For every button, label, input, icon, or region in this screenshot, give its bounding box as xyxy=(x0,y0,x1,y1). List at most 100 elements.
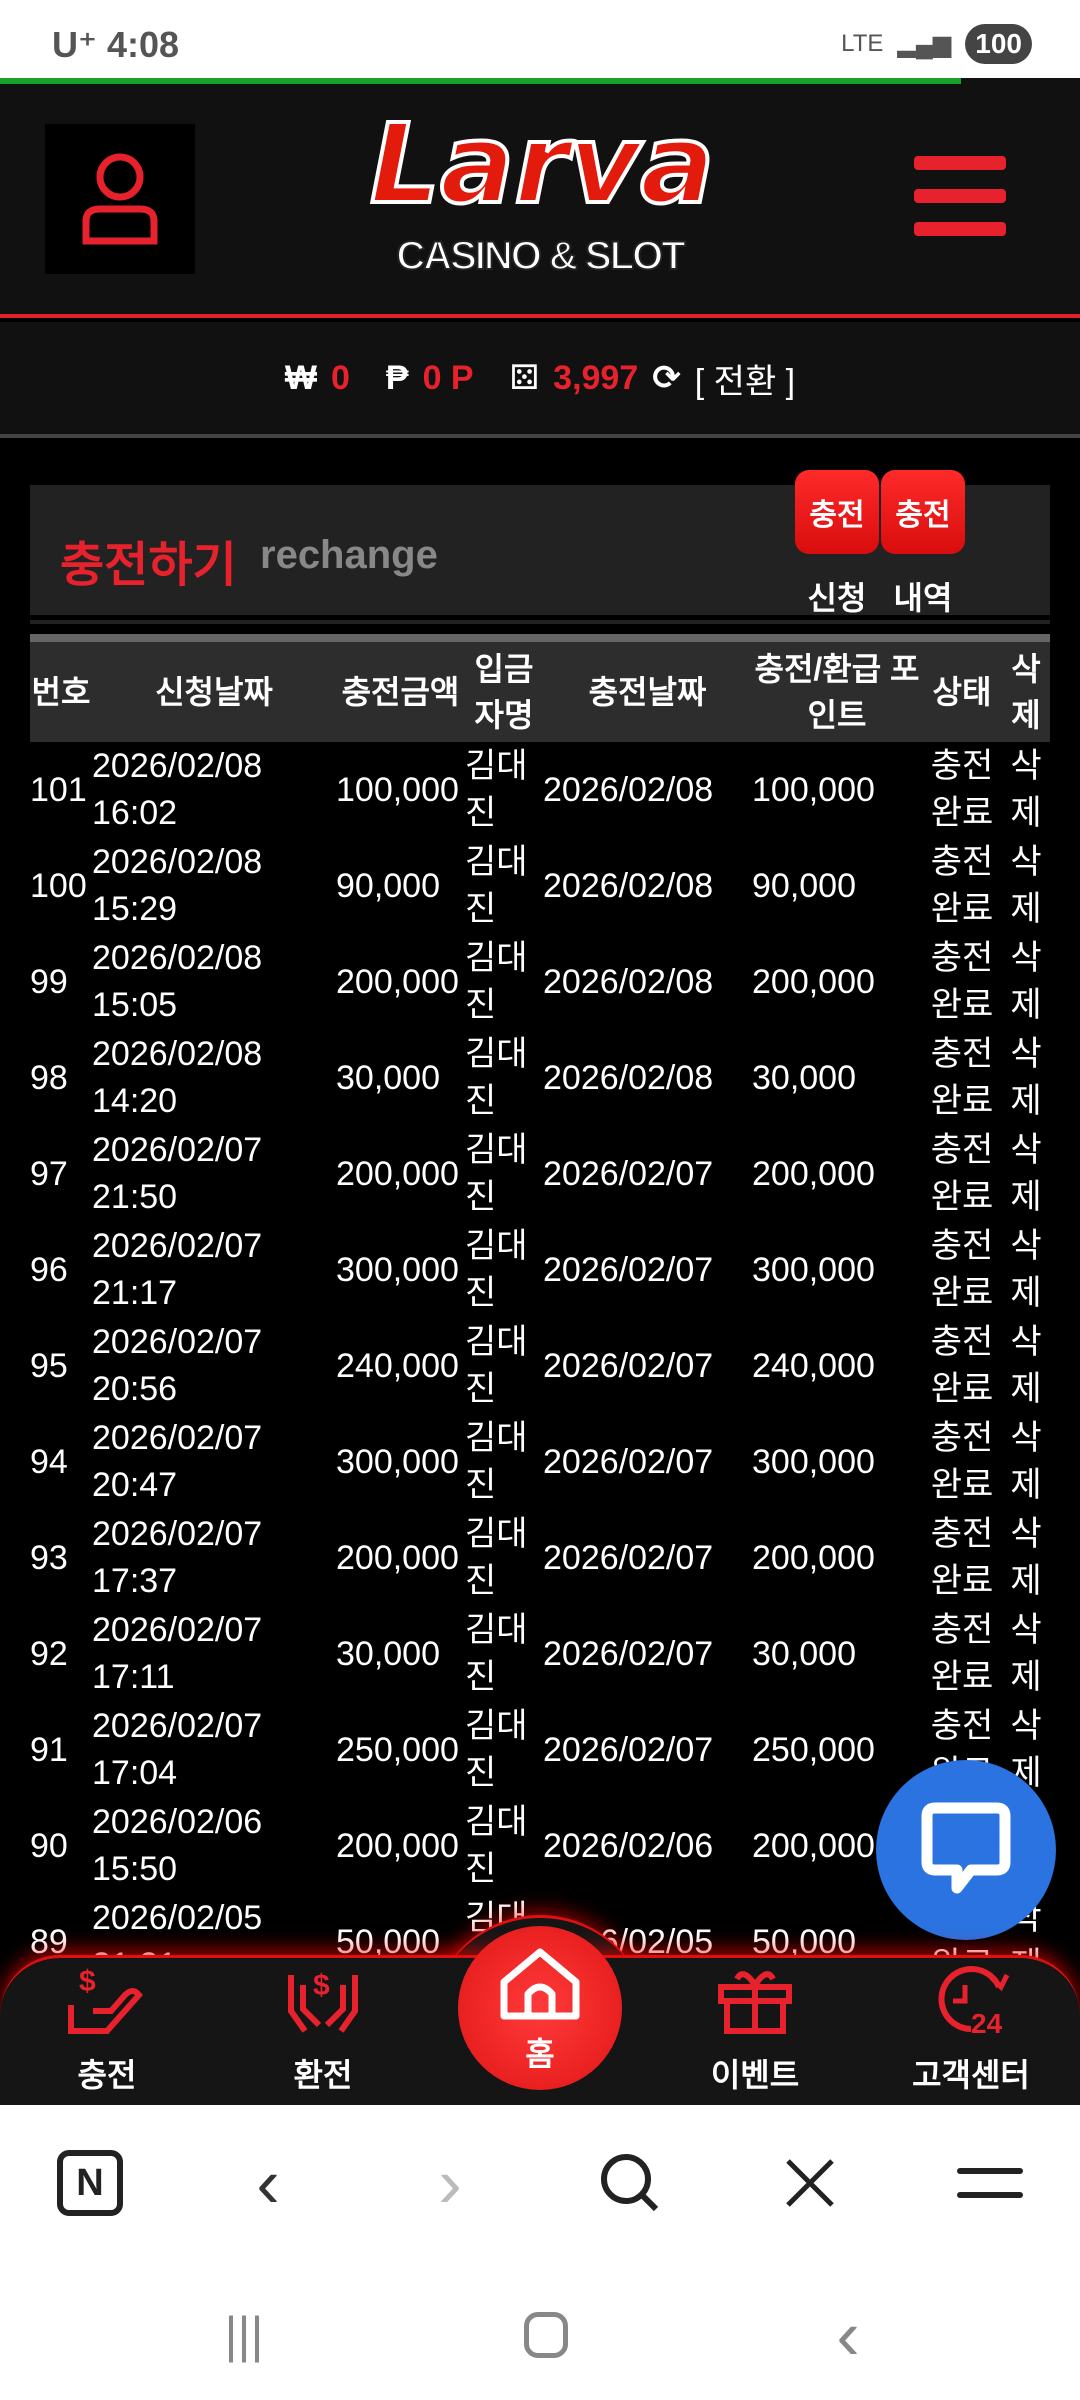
status-bar: U⁺ 4:08 LTE ▂▄▆ 100 xyxy=(0,0,1080,78)
recent-apps-icon[interactable]: ||| xyxy=(224,2307,264,2363)
page-load-progress xyxy=(0,78,1080,84)
table-row: 95 2026/02/07 20:56 240,000 김대진 2026/02/07 24… xyxy=(30,1318,1050,1414)
col-amount-header: 충전금액 xyxy=(341,674,460,710)
nav-event-label: 이벤트 xyxy=(710,2057,800,2093)
col-request-date-cell: 2026/02/07 21:50 xyxy=(92,1131,263,1216)
col-request-date-cell: 2026/02/07 17:11 xyxy=(92,1611,263,1696)
dice-icon: ⚄ xyxy=(509,359,540,397)
col-points-cell: 200,000 xyxy=(752,1154,875,1193)
col-points-cell: 200,000 xyxy=(752,1826,875,1865)
col-charge-date-cell: 2026/02/07 xyxy=(543,1250,714,1289)
col-number-cell: 90 xyxy=(30,1826,68,1865)
naver-home-icon[interactable]: N xyxy=(50,2143,130,2223)
col-points-cell: 100,000 xyxy=(752,770,875,809)
col-number-cell: 93 xyxy=(30,1538,68,1577)
col-request-date-header: 신청날짜 xyxy=(155,674,273,710)
col-points-cell: 200,000 xyxy=(752,1538,875,1577)
col-points-cell: 250,000 xyxy=(752,1730,875,1769)
col-amount-cell: 50,000 xyxy=(336,1922,440,1961)
nav-home[interactable]: 홈 xyxy=(458,1926,622,2090)
progress-fill xyxy=(0,78,962,84)
col-delete-cell[interactable]: 삭제 xyxy=(1010,1035,1042,1120)
balance-bar: ₩ 0 ₱ 0 P ⚄ 3,997 ⟳ [ 전환 ] xyxy=(0,322,1080,438)
col-depositor-cell: 김대진 xyxy=(465,1707,528,1792)
col-delete-header: 삭제 xyxy=(1011,651,1041,733)
col-delete-cell[interactable]: 삭제 xyxy=(1010,1515,1042,1600)
col-charge-date-cell: 2026/02/07 xyxy=(543,1538,714,1577)
system-home-icon[interactable] xyxy=(506,2295,586,2375)
col-request-date-cell: 2026/02/07 17:37 xyxy=(92,1515,263,1600)
menu-icon[interactable] xyxy=(950,2143,1030,2223)
nav-exchange[interactable]: $ 환전 xyxy=(248,1965,398,2096)
col-status-cell: 충전완료 xyxy=(930,939,994,1024)
nav-charge[interactable]: $ 충전 xyxy=(32,1965,182,2096)
col-amount-cell: 240,000 xyxy=(336,1346,459,1385)
charge-history-label[interactable]: 내역 xyxy=(893,580,953,616)
col-points-cell: 90,000 xyxy=(752,866,856,905)
col-delete-cell[interactable]: 삭제 xyxy=(1010,747,1042,832)
col-number-cell: 97 xyxy=(30,1154,68,1193)
charge-apply-button[interactable]: 충전 xyxy=(795,470,879,554)
logo-text: Larva xyxy=(368,98,717,230)
charge-history-table: 번호 신청날짜 충전금액 입금자명 충전날짜 충전/환급 포인트 상태 삭제 101 2026/… xyxy=(30,634,1050,1990)
col-request-date-cell: 2026/02/08 15:05 xyxy=(92,939,263,1024)
nav-support[interactable]: 24 고객센터 xyxy=(896,1965,1046,2096)
col-amount-cell: 200,000 xyxy=(336,962,459,1001)
col-delete-cell[interactable]: 삭제 xyxy=(1010,939,1042,1024)
user-icon xyxy=(82,153,158,245)
col-points-cell: 30,000 xyxy=(752,1634,856,1673)
divider xyxy=(30,620,1050,624)
table-row: 93 2026/02/07 17:37 200,000 김대진 2026/02/07 20… xyxy=(30,1510,1050,1606)
signal-icon: ▂▄▆ xyxy=(897,30,952,58)
col-status-header: 상태 xyxy=(932,674,992,710)
convert-button[interactable]: [ 전환 ] xyxy=(694,362,796,401)
nav-home-label: 홈 xyxy=(525,2036,555,2072)
close-icon[interactable] xyxy=(770,2143,850,2223)
col-points-cell: 300,000 xyxy=(752,1442,875,1481)
col-delete-cell[interactable]: 삭제 xyxy=(1010,1419,1042,1504)
col-number-cell: 99 xyxy=(30,962,68,1001)
home-icon xyxy=(500,1948,580,2020)
col-depositor-cell: 김대진 xyxy=(465,1611,528,1696)
logo[interactable]: Larva CASINO & SLOT xyxy=(368,94,717,304)
col-delete-cell[interactable]: 삭제 xyxy=(1010,843,1042,928)
user-button[interactable] xyxy=(45,124,195,274)
table-row: 100 2026/02/08 15:29 90,000 김대진 2026/02/08 90… xyxy=(30,838,1050,934)
network-icon: LTE xyxy=(841,30,884,57)
nav-charge-label: 충전 xyxy=(77,2057,137,2093)
search-icon[interactable] xyxy=(590,2143,670,2223)
nav-event[interactable]: 이벤트 xyxy=(680,1965,830,2096)
chat-button[interactable] xyxy=(876,1760,1056,1940)
col-delete-cell[interactable]: 삭제 xyxy=(1010,1131,1042,1216)
page-subtitle: rechange xyxy=(260,533,438,577)
carrier: U⁺ xyxy=(52,24,97,65)
col-amount-cell: 100,000 xyxy=(336,770,459,809)
logo-subtitle: CASINO & SLOT xyxy=(395,233,686,279)
hamburger-menu-icon[interactable] xyxy=(914,156,1006,255)
col-amount-cell: 300,000 xyxy=(336,1250,459,1289)
gift-icon xyxy=(718,1971,792,2034)
refresh-icon[interactable]: ⟳ xyxy=(652,359,681,397)
col-points-cell: 240,000 xyxy=(752,1346,875,1385)
col-status-cell: 충전완료 xyxy=(930,1323,994,1408)
col-depositor-cell: 김대진 xyxy=(465,1035,528,1120)
col-request-date-cell: 2026/02/07 21:17 xyxy=(92,1227,263,1312)
col-charge-date-cell: 2026/02/08 xyxy=(543,770,714,809)
charge-apply-label[interactable]: 신청 xyxy=(807,580,867,616)
col-number-cell: 100 xyxy=(30,866,87,905)
charge-history-button[interactable]: 충전 xyxy=(881,470,965,554)
col-delete-cell[interactable]: 삭제 xyxy=(1010,1227,1042,1312)
col-charge-date-cell: 2026/02/08 xyxy=(543,866,714,905)
col-depositor-cell: 김대진 xyxy=(465,747,528,832)
col-delete-cell[interactable]: 삭제 xyxy=(1010,1611,1042,1696)
back-icon[interactable]: ‹ xyxy=(256,2144,280,2222)
system-back-icon[interactable]: ‹ xyxy=(836,2296,860,2374)
col-request-date-cell: 2026/02/08 14:20 xyxy=(92,1035,263,1120)
col-status-cell: 충전완료 xyxy=(930,1131,994,1216)
col-delete-cell[interactable]: 삭제 xyxy=(1010,1323,1042,1408)
col-status-cell: 충전완료 xyxy=(930,747,994,832)
col-points-cell: 50,000 xyxy=(752,1922,856,1961)
col-number-cell: 91 xyxy=(30,1730,68,1769)
col-request-date-cell: 2026/02/06 15:50 xyxy=(92,1803,263,1888)
forward-icon[interactable]: › xyxy=(438,2144,462,2222)
